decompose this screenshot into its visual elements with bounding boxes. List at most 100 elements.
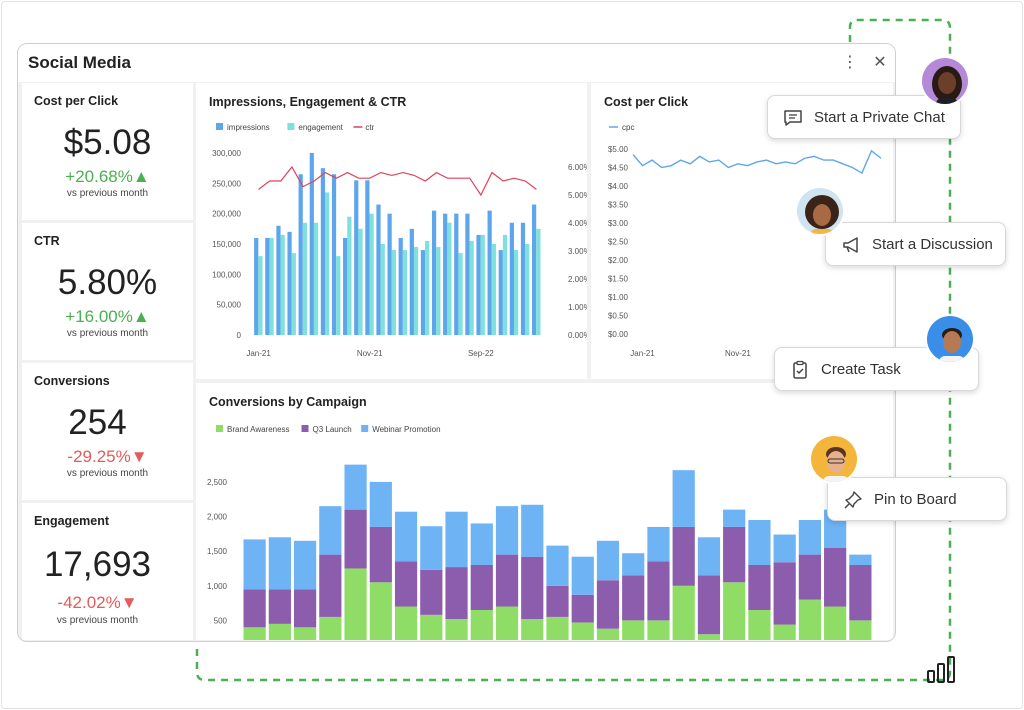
brand-awareness-bar (697, 634, 721, 640)
kpi-title: Conversions (34, 374, 110, 388)
y-tick-label: 50,000 (217, 301, 242, 310)
y-tick-label: $2.00 (608, 256, 629, 265)
dashboard-window: Social Media ⋮ ✕ Cost per Click $5.08 +2… (17, 43, 896, 642)
x-tick-label: Jan-21 (246, 349, 271, 358)
engagement-bar (258, 256, 263, 335)
kpi-ctr[interactable]: CTR 5.80% +16.00%▲ vs previous month (22, 223, 193, 360)
kpi-title: CTR (34, 234, 60, 248)
impressions-bar (531, 204, 537, 335)
y-tick-label: $5.00 (608, 145, 629, 154)
start-discussion-button[interactable]: Start a Discussion (825, 222, 1006, 266)
avatar[interactable] (920, 56, 970, 106)
webinar-promotion-bar (369, 481, 392, 527)
engagement-bar (480, 234, 485, 335)
engagement-bar (436, 247, 441, 335)
more-vertical-icon[interactable]: ⋮ (842, 54, 858, 71)
q3-launch-bar (470, 565, 493, 610)
q3-launch-bar (319, 554, 342, 617)
y2-tick-label: 1.00% (568, 303, 587, 312)
q3-launch-bar (773, 562, 796, 625)
brand-awareness-bar (344, 568, 367, 640)
bar-chart-icon (927, 656, 955, 683)
webinar-promotion-bar (546, 545, 569, 586)
legend-label: ctr (365, 123, 374, 132)
ctr-line (258, 165, 537, 197)
y-tick-label: 2,000 (207, 513, 228, 522)
brand-awareness-bar (571, 622, 594, 640)
q3-launch-bar (420, 569, 443, 615)
webinar-promotion-bar (672, 470, 695, 527)
avatar[interactable] (809, 434, 859, 484)
chart-title: Cost per Click (604, 95, 689, 109)
brand-awareness-bar (369, 582, 392, 640)
kpi-engagement[interactable]: Engagement 17,693 -42.02%▼ vs previous m… (22, 503, 193, 640)
q3-launch-bar (394, 561, 418, 607)
y-tick-label: $3.50 (608, 201, 629, 210)
conversions-chart: Brand Awareness Q3 Launch Webinar Promotio… (207, 425, 872, 640)
impressions-bar (287, 231, 292, 335)
chart-title: Impressions, Engagement & CTR (209, 95, 407, 109)
action-label: Create Task (821, 361, 901, 378)
y2-tick-label: 0.00% (568, 331, 587, 340)
webinar-promotion-bar (470, 523, 493, 565)
legend-label: cpc (622, 123, 634, 132)
start-private-chat-button[interactable]: Start a Private Chat (767, 95, 961, 139)
y2-tick-label: 6.00% (568, 163, 587, 172)
impressions-bar (398, 237, 403, 335)
kpi-title: Engagement (34, 514, 110, 528)
impressions-chart-panel[interactable]: Impressions, Engagement & CTR impression… (196, 83, 587, 379)
brand-awareness-bar (243, 627, 266, 640)
kpi-value: 5.80% (57, 263, 158, 302)
pin-to-board-button[interactable]: Pin to Board (827, 477, 1007, 521)
brand-awareness-bar (748, 610, 771, 640)
kpi-change: +20.68%▲ (65, 167, 150, 186)
y-tick-label: 250,000 (212, 179, 241, 188)
engagement-bar (425, 240, 430, 335)
impressions-bar (265, 237, 270, 335)
webinar-promotion-bar (394, 511, 418, 562)
legend-label: engagement (298, 123, 343, 132)
q3-launch-bar (369, 526, 392, 583)
webinar-promotion-bar (344, 464, 367, 510)
y-tick-label: $4.00 (608, 182, 629, 191)
brand-awareness-bar (293, 627, 317, 640)
close-icon[interactable]: ✕ (873, 54, 887, 71)
impressions-bar (298, 174, 303, 335)
kpi-conversions[interactable]: Conversions 254 -29.25%▼ vs previous mon… (22, 363, 193, 500)
avatar[interactable] (795, 186, 845, 236)
kpi-cost-per-click[interactable]: Cost per Click $5.08 +20.68%▲ vs previou… (22, 83, 193, 220)
engagement-bar (536, 228, 541, 335)
y-tick-label: $1.50 (608, 275, 629, 284)
impressions-bar (420, 250, 426, 335)
webinar-promotion-bar (647, 526, 670, 562)
engagement-bar (513, 250, 519, 335)
y-tick-label: 500 (214, 616, 228, 625)
q3-launch-bar (849, 565, 872, 621)
x-tick-label: Jan-21 (630, 349, 655, 358)
y-tick-label: 1,500 (207, 547, 228, 556)
arrow-up-icon: ▲ (132, 167, 150, 186)
impressions-bar (365, 180, 370, 335)
avatar[interactable] (925, 314, 975, 364)
brand-awareness-bar (319, 616, 342, 640)
y2-tick-label: 5.00% (568, 191, 587, 200)
brand-awareness-bar (647, 620, 670, 640)
webinar-promotion-bar (798, 520, 822, 555)
webinar-promotion-bar (773, 534, 796, 563)
engagement-bar (491, 244, 496, 335)
x-tick-label: Nov-21 (725, 349, 751, 358)
legend-label: impressions (227, 123, 270, 132)
conversions-chart-panel[interactable]: Conversions by Campaign Brand Awareness Q… (196, 383, 893, 640)
q3-launch-bar (546, 585, 569, 617)
q3-launch-bar (268, 589, 291, 624)
engagement-bar (458, 253, 463, 335)
brand-awareness-bar (521, 619, 544, 640)
window-header: Social Media ⋮ ✕ (18, 44, 895, 82)
kpi-value: $5.08 (63, 123, 152, 162)
impressions-bar (431, 210, 437, 335)
kpi-value: 17,693 (43, 545, 152, 584)
webinar-promotion-bar (622, 553, 645, 576)
engagement-bar (413, 247, 419, 335)
y-tick-label: 150,000 (212, 240, 241, 249)
